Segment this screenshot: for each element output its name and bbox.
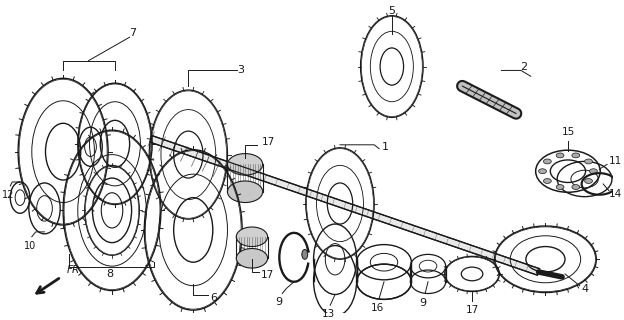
- Text: 12: 12: [2, 190, 14, 200]
- Ellipse shape: [556, 153, 564, 158]
- Text: 17: 17: [261, 270, 274, 280]
- Ellipse shape: [572, 185, 580, 189]
- Ellipse shape: [585, 179, 592, 183]
- Text: 1: 1: [382, 142, 389, 152]
- Ellipse shape: [585, 159, 592, 164]
- Text: 13: 13: [321, 309, 335, 319]
- Ellipse shape: [544, 159, 551, 164]
- Text: 14: 14: [609, 189, 622, 199]
- Ellipse shape: [590, 169, 597, 174]
- Text: 17: 17: [261, 137, 275, 147]
- Text: 3: 3: [238, 66, 245, 76]
- Ellipse shape: [236, 249, 268, 268]
- Ellipse shape: [236, 227, 268, 246]
- Text: 10: 10: [24, 241, 36, 251]
- Text: 17: 17: [466, 305, 479, 315]
- Text: 4: 4: [582, 284, 589, 294]
- Text: 8: 8: [107, 269, 114, 279]
- Text: 15: 15: [562, 127, 575, 137]
- Ellipse shape: [556, 185, 564, 189]
- Text: 5: 5: [388, 6, 396, 16]
- Ellipse shape: [228, 181, 263, 203]
- Text: 9: 9: [275, 297, 282, 308]
- Ellipse shape: [228, 154, 263, 175]
- Text: 16: 16: [371, 303, 384, 313]
- Text: FR.: FR.: [67, 265, 84, 275]
- Text: 2: 2: [520, 61, 527, 72]
- Ellipse shape: [572, 153, 580, 158]
- Ellipse shape: [544, 179, 551, 183]
- Ellipse shape: [539, 169, 547, 174]
- Text: 6: 6: [210, 293, 217, 303]
- Text: 9: 9: [419, 299, 427, 308]
- Ellipse shape: [302, 250, 308, 259]
- Polygon shape: [150, 136, 540, 275]
- Text: 7: 7: [129, 28, 136, 38]
- Text: 11: 11: [609, 156, 622, 166]
